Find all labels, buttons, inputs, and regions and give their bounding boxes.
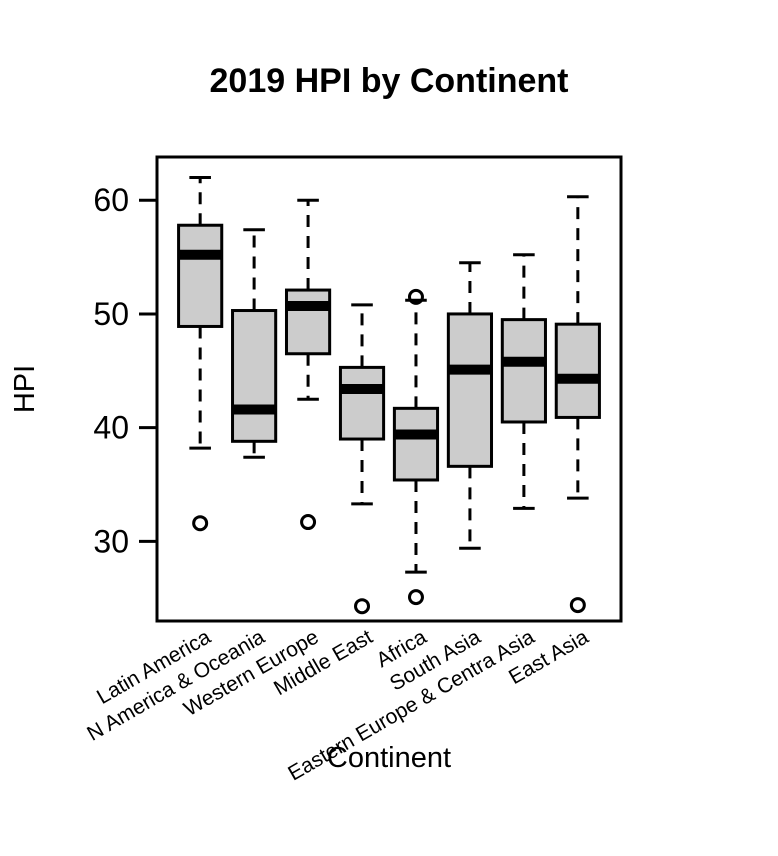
box: [177, 223, 224, 328]
box: [446, 312, 494, 468]
box: [231, 309, 278, 443]
y-tick-label: 30: [93, 523, 129, 559]
y-axis-title: HPI: [9, 365, 41, 413]
y-tick-label: 40: [93, 410, 129, 446]
outlier-point: [569, 597, 586, 614]
plot-frame: [155, 155, 623, 623]
box: [338, 365, 386, 441]
outlier-point: [192, 515, 209, 532]
outlier-point: [407, 589, 424, 606]
y-tick-label: 50: [93, 296, 129, 332]
box: [554, 322, 601, 419]
y-axis: 30 40 50 60: [93, 182, 159, 559]
box: [500, 318, 547, 424]
outlier-point: [354, 598, 371, 615]
box: [392, 406, 440, 482]
x-axis-title: Continent: [327, 742, 451, 774]
box-series: [177, 175, 601, 615]
y-tick-label: 60: [93, 182, 129, 218]
outlier-point: [407, 288, 424, 305]
box: [284, 288, 332, 356]
chart-title: 2019 HPI by Continent: [210, 62, 569, 100]
outlier-point: [300, 514, 317, 531]
